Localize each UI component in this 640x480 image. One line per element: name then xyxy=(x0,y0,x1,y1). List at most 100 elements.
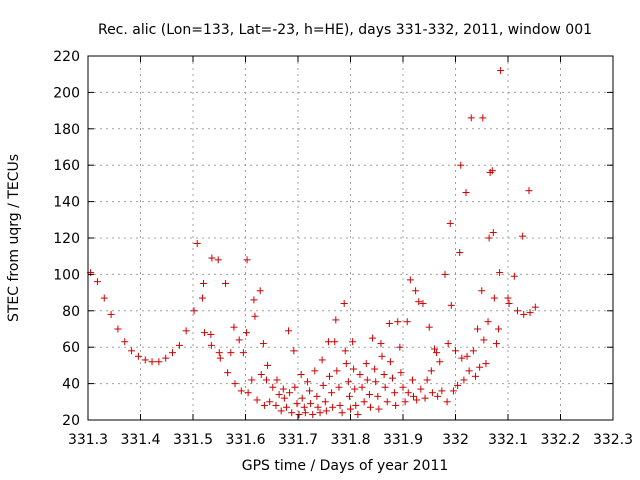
data-point xyxy=(394,318,402,326)
data-point xyxy=(485,234,493,242)
data-point xyxy=(260,401,268,409)
data-point xyxy=(280,394,288,402)
data-point xyxy=(465,367,473,375)
data-point xyxy=(114,325,122,333)
y-tick-label: 220 xyxy=(53,49,80,65)
data-point xyxy=(314,403,322,411)
data-point xyxy=(243,329,251,337)
data-point xyxy=(322,407,330,415)
data-point xyxy=(332,316,340,324)
data-point xyxy=(193,239,201,247)
data-point xyxy=(256,287,264,295)
data-point xyxy=(288,409,296,417)
data-point xyxy=(326,372,333,380)
data-point xyxy=(454,381,462,389)
data-point xyxy=(239,349,247,357)
data-point xyxy=(208,254,216,262)
data-point xyxy=(182,327,190,335)
data-point xyxy=(251,312,259,320)
data-point xyxy=(434,392,442,400)
y-tick-label: 80 xyxy=(62,304,80,320)
data-point xyxy=(356,371,364,378)
axis-ticks xyxy=(87,55,614,421)
x-tick-label: 331.3 xyxy=(68,432,108,448)
data-point xyxy=(490,294,498,302)
data-point xyxy=(331,338,339,346)
data-point xyxy=(307,400,315,408)
y-tick-label: 200 xyxy=(53,85,80,101)
data-point xyxy=(489,229,497,237)
x-tick-label: 331.9 xyxy=(383,432,423,448)
data-point xyxy=(479,114,487,122)
data-point xyxy=(175,341,183,349)
data-point xyxy=(423,376,431,384)
data-point xyxy=(100,294,108,302)
data-point xyxy=(335,383,343,391)
data-point xyxy=(269,383,277,391)
data-point xyxy=(413,396,421,404)
data-point xyxy=(381,383,389,391)
data-point xyxy=(128,347,136,355)
data-point xyxy=(313,392,321,400)
data-point xyxy=(377,340,385,348)
data-point xyxy=(121,338,129,346)
data-point xyxy=(433,349,441,357)
x-tick-label: 331.4 xyxy=(120,432,160,448)
y-axis-title: STEC from uqrg / TECUs xyxy=(6,154,22,322)
data-point xyxy=(467,114,475,122)
data-point xyxy=(216,354,224,362)
data-point xyxy=(385,320,393,328)
y-tick-label: 60 xyxy=(62,340,80,356)
y-tick-label: 120 xyxy=(53,231,80,247)
data-point xyxy=(403,318,411,326)
data-point xyxy=(417,385,425,393)
x-axis-title: GPS time / Days of year 2011 xyxy=(242,458,449,474)
data-point xyxy=(462,189,470,196)
data-point xyxy=(372,378,380,386)
data-point xyxy=(392,401,400,409)
data-point xyxy=(190,307,198,315)
data-point xyxy=(531,303,539,311)
data-point xyxy=(478,287,486,295)
data-point xyxy=(342,360,350,368)
data-point xyxy=(318,356,326,364)
data-point xyxy=(443,398,451,406)
data-point xyxy=(250,296,258,304)
data-point xyxy=(282,403,290,411)
data-point xyxy=(480,336,488,344)
data-point xyxy=(266,398,274,406)
data-point xyxy=(230,323,238,331)
data-point xyxy=(345,392,353,400)
data-point xyxy=(290,347,298,355)
data-point xyxy=(458,354,466,362)
data-point xyxy=(227,349,235,357)
data-point xyxy=(513,307,521,315)
x-tick-label: 332.1 xyxy=(488,432,528,448)
y-tick-label: 20 xyxy=(62,413,80,429)
data-point xyxy=(347,405,354,413)
data-point xyxy=(362,360,370,368)
data-point xyxy=(207,341,215,349)
data-point xyxy=(358,383,366,391)
data-point xyxy=(408,376,416,384)
data-point xyxy=(207,330,215,338)
data-point xyxy=(474,325,482,333)
data-point xyxy=(311,367,319,375)
data-point xyxy=(441,270,449,278)
data-point xyxy=(497,67,505,75)
data-point xyxy=(406,276,414,284)
data-point xyxy=(295,411,303,419)
data-point xyxy=(374,392,382,400)
data-point xyxy=(369,334,377,342)
data-point xyxy=(484,318,492,326)
data-point xyxy=(488,167,496,175)
data-point xyxy=(482,360,490,368)
data-point xyxy=(224,369,232,377)
data-point xyxy=(273,376,281,384)
data-point xyxy=(107,310,115,318)
chart-title: Rec. alic (Lon=133, Lat=-23, h=HE), days… xyxy=(98,22,592,38)
data-point xyxy=(148,358,156,366)
data-point xyxy=(306,387,314,395)
data-point xyxy=(452,347,459,355)
data-point xyxy=(438,387,446,395)
